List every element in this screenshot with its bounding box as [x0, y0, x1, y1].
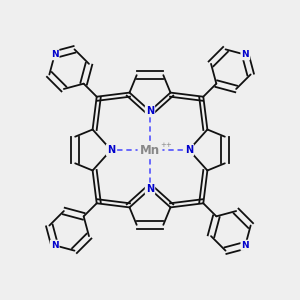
Text: N: N: [107, 145, 115, 155]
Text: N: N: [146, 106, 154, 116]
Text: N: N: [242, 50, 249, 59]
Text: N: N: [51, 50, 59, 59]
Text: ++: ++: [160, 142, 172, 148]
Text: N: N: [51, 241, 59, 250]
Text: N: N: [146, 184, 154, 194]
Text: Mn: Mn: [140, 143, 160, 157]
Text: N: N: [242, 241, 249, 250]
Text: N: N: [185, 145, 193, 155]
